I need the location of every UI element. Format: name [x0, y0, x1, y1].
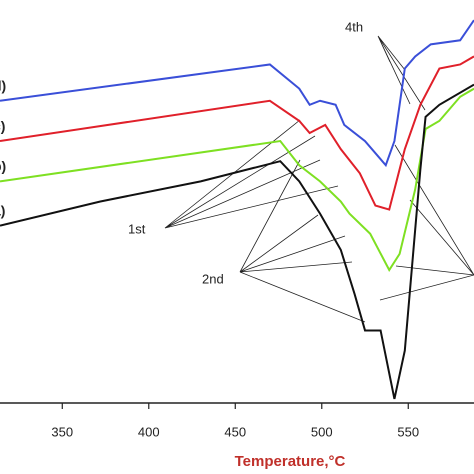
x-tick-label: 450	[224, 424, 246, 439]
x-axis-title: Temperature,°C	[235, 453, 346, 470]
annotation: 4th	[345, 19, 363, 34]
x-tick-label: 350	[51, 424, 73, 439]
line	[0, 19, 474, 168]
line	[0, 87, 474, 272]
x-tick-label: 550	[397, 424, 419, 439]
annotation: 2nd	[202, 271, 224, 286]
line	[0, 83, 474, 400]
series-label: c)	[0, 118, 5, 134]
x-tick-label: 400	[138, 424, 160, 439]
annotation: 1st	[128, 221, 146, 236]
series-label: b)	[0, 158, 6, 174]
x-tick-label: 500	[311, 424, 333, 439]
series-label: d)	[0, 77, 6, 93]
series-label: a)	[0, 202, 5, 218]
line	[0, 55, 474, 211]
